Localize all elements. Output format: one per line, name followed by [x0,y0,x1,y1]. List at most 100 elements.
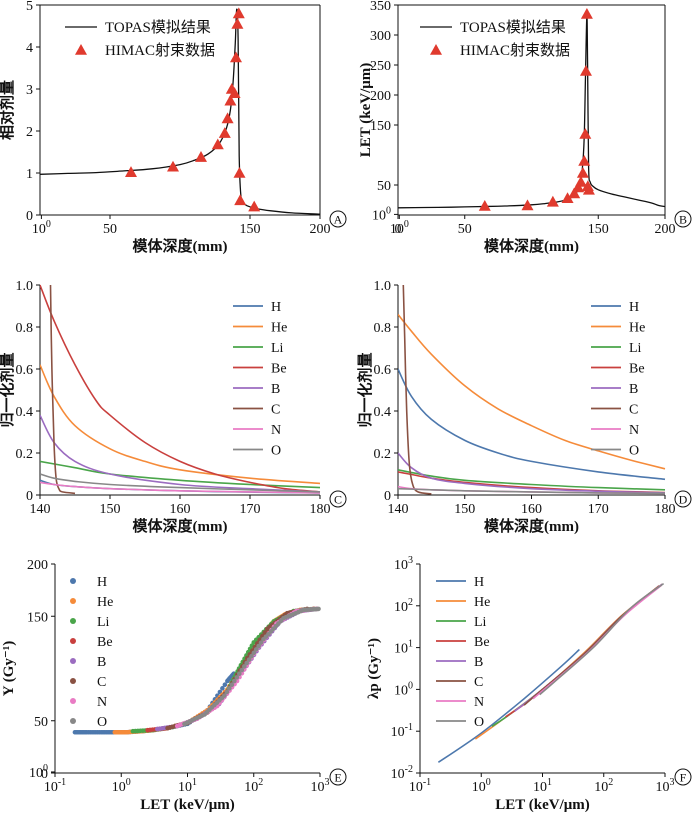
plot-area [398,8,666,211]
x-axis-label: 模体深度(mm) [484,237,579,255]
data-triangle [248,200,261,212]
y-tick-label: 50 [377,179,391,194]
data-point [262,630,268,635]
x-tick-label: 140 [30,502,51,517]
y-tick-label: 102 [394,597,413,615]
data-triangle [230,51,242,63]
plot-area [398,284,666,495]
legend-label: B [271,382,280,397]
y-tick-label: 10-1 [391,722,413,740]
data-point [232,678,237,684]
legend-label: Be [474,635,490,650]
legend-label: O [474,715,484,730]
series-line [402,284,432,495]
panel-label: B [679,213,687,227]
y-tick-label: 350 [370,0,391,14]
y-tick-label: 200 [27,558,48,573]
legend-label: TOPAS模拟结果 [105,19,211,36]
x-tick-label: 180 [310,502,331,517]
data-point [220,686,225,691]
x-tick-label: 150 [454,502,475,517]
x-tick-label: 100 [390,219,409,237]
plot-area [437,582,665,763]
legend-label: He [474,595,490,610]
plot-area [72,606,321,735]
legend-label: C [97,675,106,690]
legend-label: He [97,595,113,610]
panel-label: E [334,771,341,785]
y-tick-label: 3 [26,83,33,98]
legend-label: B [97,655,106,670]
series-line [40,8,321,215]
panel-f: 10-1 100 101 102 10310-210-1100101102103LET … [366,555,692,813]
legend-label: N [474,695,484,710]
series-line [40,364,321,485]
data-triangle [579,128,592,139]
panel-label-circle [674,210,692,228]
panel-a: 50 100 150 200 0 1 2 3 4 5 模体深度(mm) 相对剂量 TOPAS模拟结果 HI… [0,0,347,255]
x-tick-label: 150 [588,222,609,237]
x-tick-label: 102 [244,777,263,795]
y-tick-label: 250 [370,59,391,74]
y-tick-label: 0.6 [16,363,34,378]
data-triangle [167,160,179,172]
data-triangle [232,7,245,19]
series-line [49,284,76,495]
series-line [398,487,666,495]
data-triangle [211,138,224,150]
data-triangle [579,65,592,76]
legend-label: O [271,444,281,459]
plot-area [40,7,321,215]
data-triangle [233,167,246,178]
data-point [256,643,261,649]
legend-label: N [271,423,281,438]
x-tick-label: 101 [178,777,197,795]
y-axis-label: λp (Gy⁻¹) [366,638,382,699]
x-axis-label: 模体深度(mm) [133,237,228,255]
data-point [241,664,247,669]
legend-dot [70,578,76,584]
data-point [316,606,321,612]
data-point [258,640,264,645]
legend-label: TOPAS模拟结果 [460,19,566,36]
x-tick-label: 170 [240,502,261,517]
y-tick-label: 10-2 [391,764,413,782]
x-tick-label: 103 [656,777,675,795]
x-tick-label: 0 [395,222,402,237]
x-tick-label: 160 [170,502,191,517]
data-triangle [228,87,241,98]
legend-label: Li [97,615,110,630]
series-line [398,13,666,209]
y-tick-label: 100 [394,680,413,698]
series-line [532,584,663,700]
y-tick-label: 1.0 [374,279,392,294]
legend-label: H [629,300,639,315]
legend-label: N [629,423,639,438]
legend-label: Be [271,362,287,377]
x-tick-label: 10-1 [409,777,431,795]
y-tick-label: 300 [370,29,391,44]
y-tick-label: 5 [26,0,33,14]
y-axis-label: 归一化剂量 [356,352,374,427]
panel-b: 0 50 100 150 200 50 100 150 200 250 300 350 模体深度(mm)… [358,0,692,255]
data-triangle [576,167,589,178]
y-tick-label: 0 [41,767,48,782]
panel-label: F [680,771,687,785]
y-tick-label: 0.6 [374,363,392,378]
data-point [229,682,235,687]
legend-label: HIMAC射束数据 [460,42,570,59]
x-tick-label: 150 [100,502,121,517]
y-axis-label: LET (keV/μm) [358,63,374,157]
data-point [239,667,245,673]
x-tick-label: 100 [112,777,131,795]
legend-label: C [271,403,280,418]
panel-d: 140 150 160 170 180 0 0.2 0.4 0.6 0.8 1.0 模体深度(mm) 归… [356,279,692,535]
series-line [40,481,321,494]
panel-label: C [334,493,342,507]
series-line [398,469,666,491]
legend-label: Be [629,362,645,377]
data-triangle [125,166,137,177]
y-axis-label: Y (Gy⁻¹) [1,641,17,697]
